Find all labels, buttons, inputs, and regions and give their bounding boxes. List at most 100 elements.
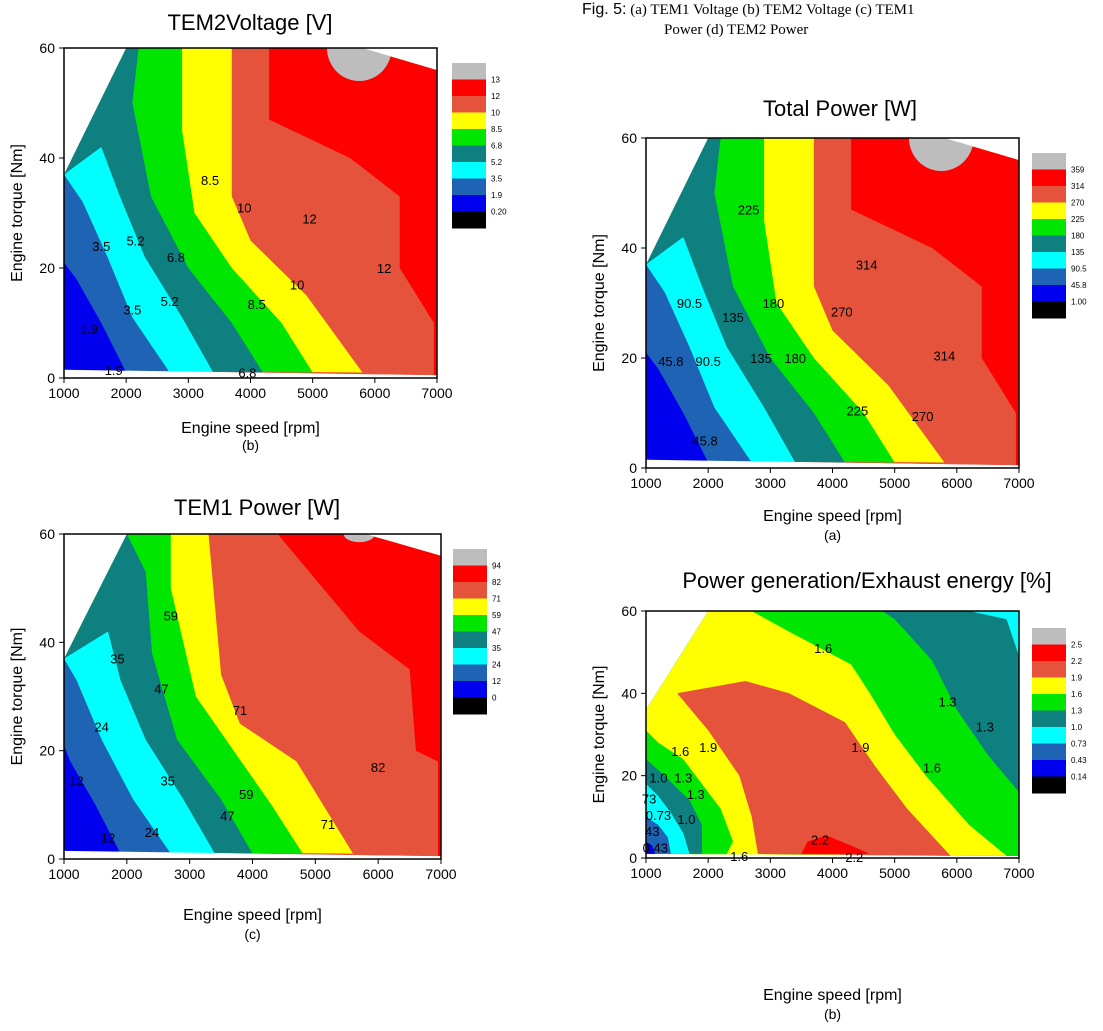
chart-title: TEM2Voltage [V] [167, 10, 332, 35]
contour-label: 1.3 [687, 787, 705, 802]
envelope-mask [646, 459, 1019, 468]
y-axis: 0 20 40 60 [621, 603, 646, 866]
x-axis-label: Engine speed [rpm] [763, 508, 902, 525]
y-tick-label: 20 [621, 350, 637, 366]
legend-label: 59 [492, 611, 501, 620]
envelope-mask [64, 48, 127, 175]
contour-label: 270 [831, 304, 853, 319]
legend-label: 1.9 [1071, 674, 1083, 683]
legend-swatch [453, 598, 487, 616]
x-axis: 1000 2000 3000 4000 5000 6000 7000 [630, 468, 1035, 491]
contour-label: 43 [645, 824, 659, 839]
legend-label: 1.00 [1071, 298, 1087, 307]
contour-label: 225 [738, 203, 760, 218]
legend-swatch [453, 648, 487, 665]
contour-label: 10 [290, 278, 304, 293]
figure-caption: Fig. 5: (a) TEM1 Voltage (b) TEM2 Voltag… [582, 0, 1103, 44]
x-tick-label: 5000 [879, 475, 910, 491]
legend-label: 2.2 [1071, 657, 1083, 666]
contour-fill [646, 138, 1019, 468]
legend-swatch [1032, 628, 1066, 645]
legend-label: 0.73 [1071, 740, 1087, 749]
x-tick-label: 3000 [173, 385, 204, 401]
x-tick-label: 4000 [235, 385, 266, 401]
contour-label: 314 [934, 348, 956, 363]
legend-swatch [1032, 710, 1066, 728]
y-tick-label: 60 [39, 40, 55, 56]
contour-label: 1.3 [674, 771, 692, 786]
x-axis-label: Engine speed [rpm] [763, 987, 902, 1004]
y-axis-label: Engine torque [Nm] [9, 628, 26, 766]
y-tick-label: 40 [621, 240, 637, 256]
y-axis-label: Engine torque [Nm] [9, 144, 26, 282]
contour-label: 24 [94, 719, 108, 734]
contour-label: 1.6 [814, 641, 832, 656]
chart-tem1-power: 1000 2000 3000 4000 5000 6000 7000 0 20 40 60 Engin… [9, 495, 501, 942]
contour-label: 2.2 [811, 832, 829, 847]
contour-label: 47 [154, 681, 168, 696]
contour-label: 1.9 [105, 363, 123, 378]
envelope-mask [64, 850, 441, 859]
x-tick-label: 7000 [1003, 475, 1034, 491]
envelope-mask [64, 534, 127, 659]
legend-label: 0 [492, 694, 497, 703]
legend-swatch [453, 615, 487, 632]
legend-swatch [452, 129, 486, 146]
band-cyan [969, 611, 1019, 657]
y-tick-label: 40 [621, 685, 637, 701]
legend-swatch [1032, 727, 1066, 744]
legend: 94 82 71 59 47 35 24 12 0 [453, 549, 501, 715]
y-tick-label: 20 [39, 260, 55, 276]
band-darkblue [64, 745, 121, 854]
legend-label: 0.43 [1071, 756, 1087, 765]
contour-label: 2.2 [845, 850, 863, 865]
x-tick-label: 7000 [425, 866, 456, 882]
contour-label: 90.5 [696, 354, 721, 369]
legend-swatch [453, 549, 487, 566]
legend-swatch [1032, 219, 1066, 236]
contour-fill [64, 48, 437, 378]
legend-swatch [452, 63, 486, 80]
contour-label: 8.5 [201, 173, 219, 188]
legend-swatch [453, 565, 487, 583]
panel-label: (c) [244, 926, 260, 942]
chart-tem2-voltage: 1000 2000 3000 4000 5000 6000 7000 0 20 40 60 Engin… [9, 10, 507, 453]
contour-label: 8.5 [248, 297, 266, 312]
legend-swatch [1032, 760, 1066, 777]
y-tick-label: 40 [39, 634, 55, 650]
contour-label: 1.9 [80, 322, 98, 337]
legend-swatch [452, 211, 486, 229]
legend-label: 94 [492, 562, 501, 571]
contour-label: 180 [784, 351, 806, 366]
band-darkblue [64, 262, 127, 373]
contour-label: 3.5 [92, 239, 110, 254]
x-tick-label: 3000 [755, 475, 786, 491]
contour-fill [646, 611, 1019, 858]
legend-swatch [453, 631, 487, 649]
legend-label: 90.5 [1071, 265, 1087, 274]
band-darkblue-left [646, 841, 656, 854]
legend-label: 1.3 [1071, 707, 1083, 716]
envelope-mask [64, 369, 437, 378]
contour-label: 82 [371, 760, 385, 775]
legend-label: 71 [492, 595, 501, 604]
x-tick-label: 1000 [630, 865, 661, 881]
legend: 13 12 10 8.5 6.8 5.2 3.5 1.9 0.20 [452, 63, 507, 229]
chart-title: TEM1 Power [W] [174, 495, 340, 520]
legend-label: 0.14 [1071, 773, 1087, 782]
legend-label: 35 [492, 644, 501, 653]
x-tick-label: 6000 [359, 385, 390, 401]
y-tick-label: 60 [39, 526, 55, 542]
x-axis: 1000 2000 3000 4000 5000 6000 7000 [630, 858, 1035, 881]
legend-swatch [452, 195, 486, 212]
legend-label: 13 [491, 76, 500, 85]
x-tick-label: 6000 [941, 865, 972, 881]
legend-label: 5.2 [491, 158, 503, 167]
x-tick-label: 5000 [879, 865, 910, 881]
contour-label: 45.8 [692, 434, 717, 449]
contour-label: 45.8 [658, 354, 683, 369]
legend-label: 10 [491, 109, 500, 118]
legend-swatch [1032, 285, 1066, 302]
y-tick-label: 0 [47, 851, 55, 867]
